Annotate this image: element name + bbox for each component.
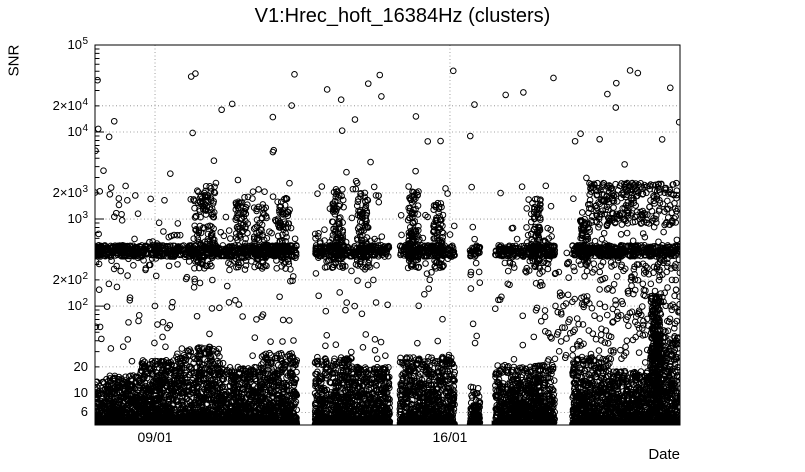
exponent: 3 <box>82 210 88 222</box>
x-tick-label: 09/01 <box>137 429 173 445</box>
chart-title: V1:Hrec_hoft_16384Hz (clusters) <box>254 5 551 27</box>
y-tick-label: 10 <box>73 385 88 401</box>
y-tick-label: 20 <box>73 358 88 374</box>
exponent: 2 <box>82 297 88 309</box>
exponent: 3 <box>82 183 88 195</box>
x-tick-label: 16/01 <box>432 429 468 445</box>
y-tick-label: 2×102 <box>52 270 88 287</box>
exponent: 4 <box>82 96 88 108</box>
x-axis-title: Date <box>648 446 680 463</box>
y-axis-title: SNR <box>5 44 23 77</box>
y-tick-label: 104 <box>67 123 88 140</box>
y-tick-label: 2×103 <box>52 183 88 200</box>
y-tick-label: 105 <box>67 36 88 52</box>
exponent: 5 <box>82 36 88 47</box>
exponent: 2 <box>82 270 88 282</box>
y-tick-label: 6 <box>80 404 88 420</box>
y-tick-label: 2×104 <box>52 96 88 113</box>
y-tick-label: 103 <box>67 210 88 227</box>
y-tick-label: 102 <box>67 297 88 314</box>
exponent: 4 <box>82 123 88 135</box>
